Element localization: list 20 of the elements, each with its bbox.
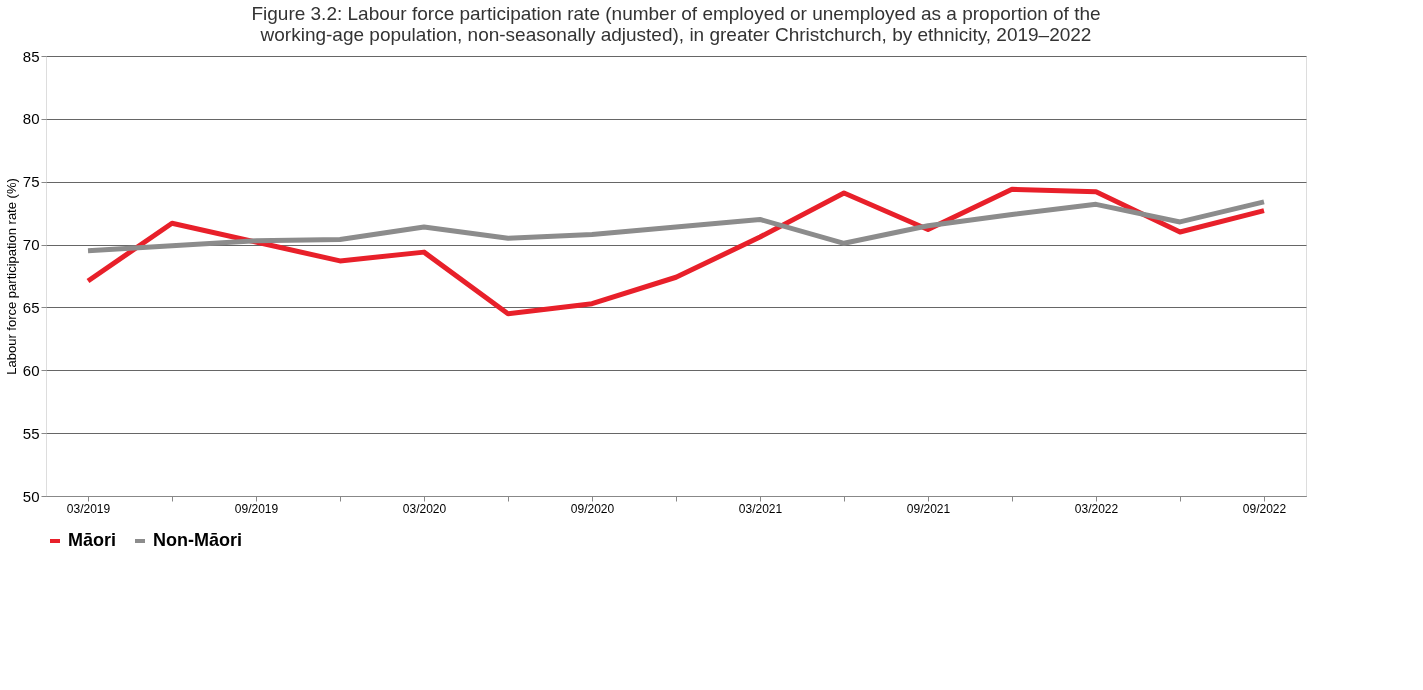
y-axis-title: Labour force participation rate (%) [3, 178, 19, 375]
x-tick-label: 09/2019 [234, 501, 279, 516]
y-tick-label: 55 [22, 424, 40, 442]
y-tick-label: 75 [22, 173, 40, 191]
x-tick-label: 09/2021 [906, 501, 951, 516]
legend-label: Non-Māori [153, 530, 242, 550]
legend-label: Māori [68, 530, 117, 550]
x-tick-label: 03/2022 [1074, 501, 1119, 516]
y-tick-label: 70 [22, 236, 40, 254]
x-tick-label: 03/2021 [738, 501, 783, 516]
x-tick-label: 03/2019 [66, 501, 111, 516]
y-tick-label: 65 [22, 298, 40, 316]
x-tick-label: 03/2020 [402, 501, 447, 516]
x-tick-label: 09/2020 [570, 501, 615, 516]
chart-title: Figure 3.2: Labour force participation rate (number of employed or unemployed as a proportion of the working-age population, non-seasonally adjusted), in greater Christchurch, by ethnicity, 2019–2022 [251, 3, 1101, 45]
y-tick-label: 60 [22, 361, 40, 379]
y-tick-label: 80 [22, 110, 40, 128]
y-tick-label: 85 [22, 47, 40, 65]
y-tick-label: 50 [22, 487, 40, 505]
x-tick-label: 09/2022 [1242, 501, 1287, 516]
